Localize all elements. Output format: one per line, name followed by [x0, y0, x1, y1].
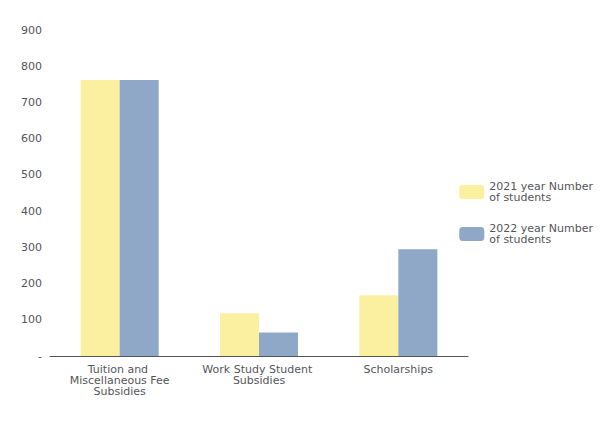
- svg-text:300: 300: [21, 241, 42, 254]
- svg-text:2021 year Number: 2021 year Number: [489, 180, 593, 193]
- svg-text:of students: of students: [489, 233, 551, 246]
- svg-text:400: 400: [21, 205, 42, 218]
- svg-text:Tuition and: Tuition and: [87, 363, 152, 376]
- svg-text:700: 700: [21, 96, 42, 109]
- svg-text:100: 100: [21, 313, 42, 326]
- svg-text:2022 year Number: 2022 year Number: [489, 222, 593, 235]
- svg-text:500: 500: [21, 168, 42, 181]
- svg-text:Work Study Student: Work Study Student: [202, 363, 316, 376]
- svg-text:Subsidies: Subsidies: [94, 385, 147, 398]
- svg-text:600: 600: [21, 132, 42, 145]
- svg-text:200: 200: [21, 277, 42, 290]
- svg-text:900: 900: [21, 24, 42, 37]
- svg-text:800: 800: [21, 60, 42, 73]
- svg-text:-: -: [38, 350, 42, 363]
- svg-text:of students: of students: [489, 191, 551, 204]
- svg-text:Miscellaneous Fee: Miscellaneous Fee: [69, 374, 170, 387]
- svg-text:Subsidies: Subsidies: [233, 374, 286, 387]
- svg-text:Scholarships: Scholarships: [364, 363, 434, 376]
